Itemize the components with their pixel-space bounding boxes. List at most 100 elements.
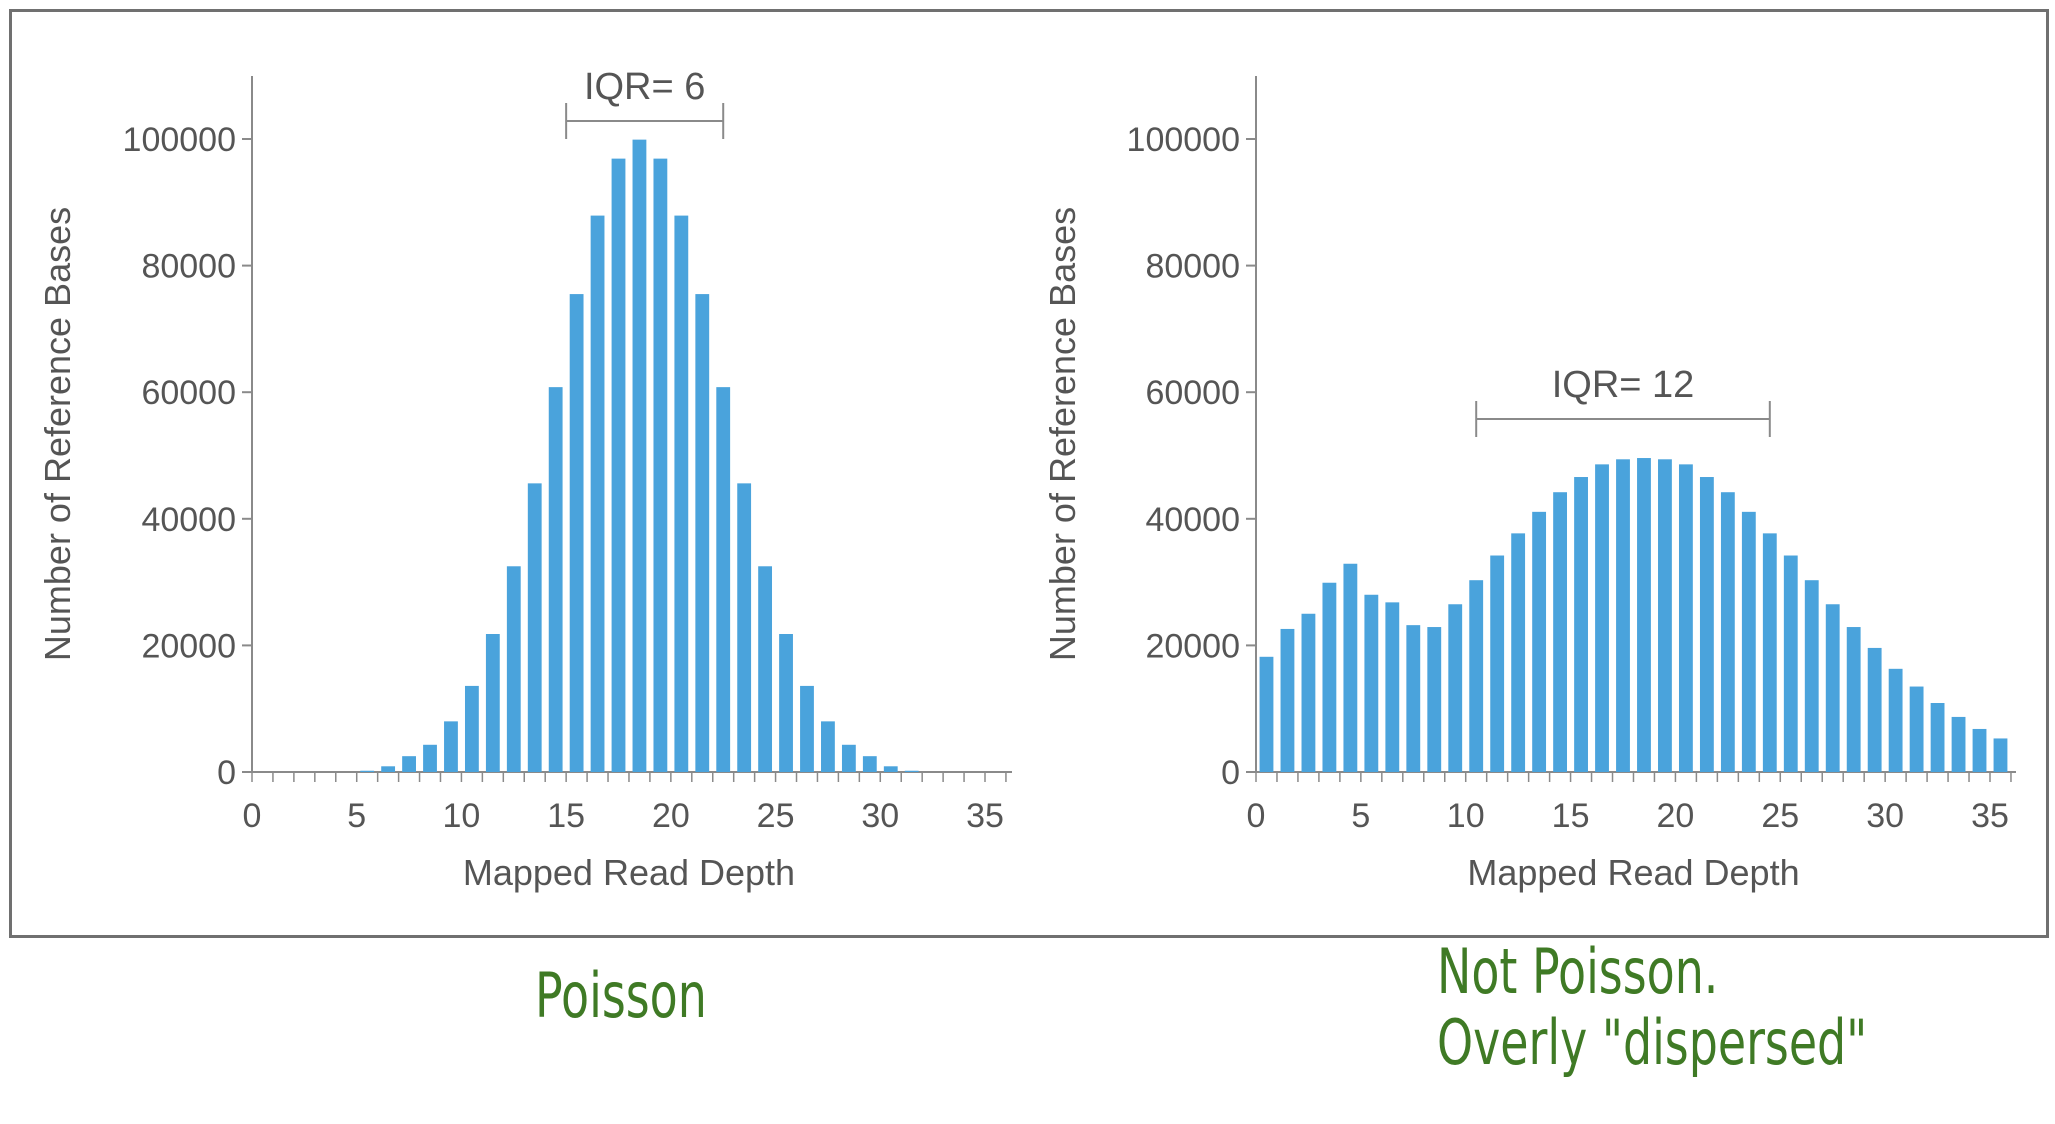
figure-frame	[9, 9, 2049, 938]
histogram-bar	[1448, 604, 1463, 772]
histogram-bar	[1490, 555, 1505, 772]
x-tick-label: 5	[1351, 797, 1370, 835]
histogram-bar	[1364, 594, 1379, 772]
histogram-bar	[716, 387, 731, 772]
histogram-bar	[1804, 580, 1819, 772]
x-tick-label: 25	[1761, 797, 1799, 835]
histogram-bar	[485, 634, 500, 772]
y-tick-label: 60000	[141, 374, 236, 412]
iqr-label: IQR= 12	[1552, 364, 1695, 406]
histogram-bar	[1553, 492, 1568, 772]
y-tick-label: 20000	[1145, 627, 1240, 665]
histogram-bar	[1385, 602, 1400, 772]
y-tick-label: 80000	[141, 248, 236, 286]
histogram-bar	[527, 483, 542, 772]
iqr-label: IQR= 6	[584, 66, 705, 108]
histogram-bar	[737, 483, 752, 772]
y-axis-label: Number of Reference Bases	[37, 207, 78, 661]
x-tick-label: 0	[1247, 797, 1266, 835]
caption-poisson: Poisson	[535, 959, 707, 1032]
histogram-bar	[590, 215, 605, 772]
x-tick-label: 25	[757, 797, 795, 835]
y-tick-label: 60000	[1145, 374, 1240, 412]
histogram-bar	[1972, 728, 1987, 772]
histogram-bar	[360, 770, 375, 772]
x-tick-label: 10	[443, 797, 481, 835]
y-tick-label: 0	[1221, 754, 1240, 792]
histogram-bar	[506, 566, 521, 772]
histogram-bar	[1343, 563, 1358, 772]
histogram-bar	[423, 744, 437, 772]
y-tick-label: 40000	[141, 501, 236, 539]
histogram-bar	[758, 566, 773, 772]
histogram-bar	[1783, 555, 1798, 772]
histogram-bar	[1406, 625, 1421, 772]
histogram-bar	[1846, 627, 1861, 772]
y-tick-label: 100000	[123, 121, 236, 159]
histogram-bar	[464, 685, 479, 772]
histogram-bar	[1511, 533, 1526, 772]
caption-line: Poisson	[535, 959, 707, 1032]
x-tick-label: 20	[652, 797, 690, 835]
histogram-bar	[1574, 477, 1588, 772]
histogram-bar	[862, 756, 877, 772]
histogram-bar	[1951, 716, 1966, 772]
histogram-bar	[1280, 628, 1295, 772]
histogram-bar	[1930, 703, 1945, 772]
histogram-bar	[1741, 511, 1756, 772]
histogram-bar	[821, 721, 835, 772]
histogram-bar	[779, 634, 793, 772]
caption-line: Not Poisson.	[1437, 935, 1719, 1008]
x-axis-label: Mapped Read Depth	[463, 852, 795, 893]
histogram-bar	[695, 294, 710, 772]
x-tick-label: 0	[243, 797, 262, 835]
histogram-bar	[1427, 627, 1442, 772]
x-tick-label: 30	[861, 797, 899, 835]
histogram-bar	[569, 294, 584, 772]
histogram-right: 0 20000 40000 60000 80000 100000 0 5 10 15 20 25 30 3…	[1042, 76, 2016, 893]
histogram-bar	[1658, 459, 1672, 772]
histogram-bar	[1595, 464, 1609, 772]
histogram-bar	[611, 158, 626, 773]
y-tick-label: 100000	[1127, 121, 1240, 159]
histogram-bar	[1993, 738, 2008, 772]
histogram-bar	[1888, 668, 1903, 772]
x-axis-label: Mapped Read Depth	[1467, 852, 1799, 893]
y-tick-label: 80000	[1145, 248, 1240, 286]
x-tick-label: 35	[1971, 797, 2009, 835]
x-tick-label: 35	[966, 797, 1004, 835]
caption-not-poisson: Not Poisson. Overly "dispersed"	[1437, 936, 1867, 1079]
y-tick-label: 0	[217, 754, 236, 792]
histogram-bar	[841, 744, 856, 772]
x-tick-label: 30	[1866, 797, 1904, 835]
histogram-left: 0 20000 40000 60000 80000 100000 0 5 10 15 20 25 30 3…	[37, 66, 1012, 893]
y-tick-label: 40000	[1145, 501, 1240, 539]
histogram-bar	[1699, 477, 1714, 772]
histogram-bar	[1532, 511, 1547, 772]
histogram-bar	[1867, 647, 1882, 772]
histogram-bar	[883, 766, 898, 772]
histogram-bar	[1301, 613, 1316, 772]
y-tick-label: 20000	[141, 627, 236, 665]
histogram-bar	[674, 215, 689, 772]
histogram-bar	[1616, 459, 1630, 772]
histogram-bar	[402, 756, 416, 772]
histogram-bar	[1259, 656, 1274, 772]
histogram-bar	[904, 770, 919, 772]
histogram-bar	[800, 685, 814, 772]
histogram-bar	[1637, 458, 1651, 772]
histogram-bar	[1909, 686, 1924, 772]
histogram-bar	[1322, 582, 1337, 772]
x-tick-label: 10	[1447, 797, 1485, 835]
x-tick-label: 15	[547, 797, 585, 835]
histogram-bar	[1469, 580, 1484, 772]
histogram-bar	[381, 766, 396, 772]
histogram-bar	[1825, 604, 1840, 772]
histogram-bar	[632, 139, 647, 772]
x-tick-label: 5	[347, 797, 366, 835]
caption-line: Overly "dispersed"	[1437, 1006, 1868, 1080]
histogram-bar	[653, 158, 668, 773]
histogram-bar	[1762, 533, 1777, 772]
histogram-bar	[444, 721, 458, 772]
